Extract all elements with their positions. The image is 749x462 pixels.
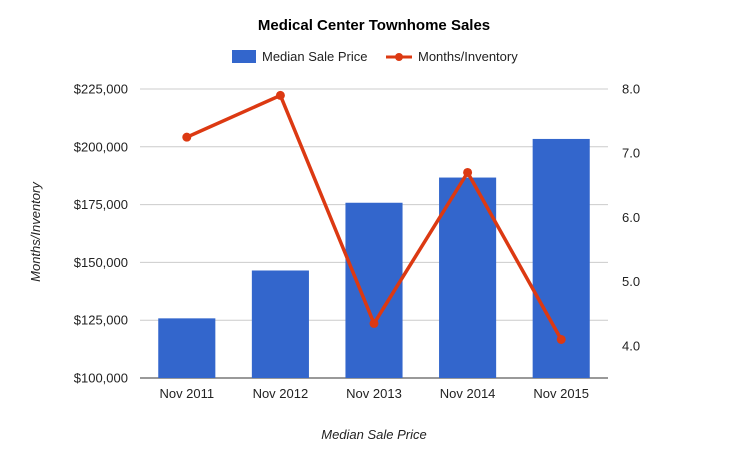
right-tick-label: 6.0 [622, 210, 640, 225]
line-point [463, 167, 473, 177]
left-tick-label: $150,000 [74, 255, 128, 270]
bar [158, 318, 216, 378]
y-axis-title: Months/Inventory [28, 181, 43, 282]
line-point [556, 334, 566, 344]
category-tick-label: Nov 2015 [533, 386, 589, 401]
category-axis-ticks: Nov 2011 Nov 2012 Nov 2013 Nov 2014 Nov 2015 [159, 386, 589, 401]
category-tick-label: Nov 2013 [346, 386, 402, 401]
line-point [369, 318, 379, 328]
left-tick-label: $200,000 [74, 139, 128, 154]
line-point [182, 132, 192, 142]
line-point [275, 90, 285, 100]
right-tick-label: 7.0 [622, 146, 640, 161]
category-tick-label: Nov 2014 [440, 386, 496, 401]
line-series [182, 90, 566, 344]
left-axis-ticks: $100,000 $125,000 $150,000 $175,000 $200,000… [74, 82, 128, 386]
bar [251, 270, 309, 378]
right-axis-ticks: 4.0 5.0 6.0 7.0 8.0 [622, 82, 640, 354]
bar [439, 177, 497, 378]
category-tick-label: Nov 2011 [159, 386, 214, 401]
left-tick-label: $100,000 [74, 371, 128, 386]
chart-title: Medical Center Townhome Sales [258, 17, 490, 34]
category-tick-label: Nov 2012 [253, 386, 309, 401]
x-axis-title: Median Sale Price [321, 427, 427, 442]
legend-swatch-bar [232, 50, 256, 63]
bar-series [158, 138, 590, 378]
right-tick-label: 8.0 [622, 82, 640, 97]
right-tick-label: 5.0 [622, 274, 640, 289]
left-tick-label: $125,000 [74, 313, 128, 328]
left-tick-label: $225,000 [74, 82, 128, 97]
right-tick-label: 4.0 [622, 338, 640, 353]
left-tick-label: $175,000 [74, 197, 128, 212]
legend-swatch-marker [395, 53, 403, 61]
legend-label-line: Months/Inventory [418, 49, 518, 64]
legend: Median Sale Price Months/Inventory [232, 49, 518, 64]
legend-label-bar: Median Sale Price [262, 49, 368, 64]
